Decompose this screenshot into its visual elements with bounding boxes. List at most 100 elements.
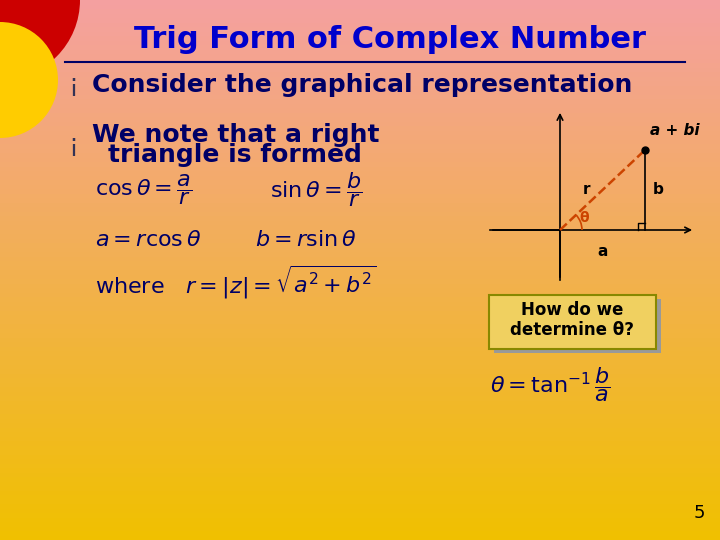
Bar xyxy=(0,27,720,31)
Bar xyxy=(0,31,720,36)
Bar xyxy=(0,220,720,225)
Text: r: r xyxy=(583,183,590,198)
Bar xyxy=(0,450,720,455)
FancyBboxPatch shape xyxy=(489,295,656,349)
Bar xyxy=(0,432,720,436)
Text: ¡: ¡ xyxy=(68,133,78,157)
Text: $\mathrm{where}\quad r = |z| = \sqrt{a^2 + b^2}$: $\mathrm{where}\quad r = |z| = \sqrt{a^2… xyxy=(95,264,377,301)
Bar xyxy=(0,180,720,185)
Bar xyxy=(0,459,720,463)
Text: Trig Form of Complex Number: Trig Form of Complex Number xyxy=(134,25,646,55)
Bar xyxy=(0,225,720,229)
Bar xyxy=(0,522,720,526)
Bar xyxy=(0,517,720,522)
Bar xyxy=(0,509,720,513)
Bar xyxy=(0,14,720,18)
Bar xyxy=(0,166,720,171)
Text: a: a xyxy=(598,244,608,259)
Bar xyxy=(0,284,720,288)
Bar xyxy=(0,409,720,414)
Bar xyxy=(0,301,720,306)
Bar xyxy=(0,513,720,517)
Bar xyxy=(0,274,720,279)
Bar xyxy=(0,212,720,216)
Bar xyxy=(0,333,720,338)
Bar xyxy=(0,360,720,364)
Bar xyxy=(0,378,720,382)
Bar xyxy=(0,351,720,355)
Bar xyxy=(0,342,720,347)
Bar xyxy=(0,436,720,441)
Text: $\cos\theta = \dfrac{a}{r}$: $\cos\theta = \dfrac{a}{r}$ xyxy=(95,172,193,207)
Bar xyxy=(0,441,720,445)
Bar xyxy=(0,54,720,58)
Bar xyxy=(0,324,720,328)
Bar xyxy=(0,396,720,401)
Bar xyxy=(0,531,720,536)
Bar xyxy=(0,193,720,198)
Bar xyxy=(0,216,720,220)
Bar xyxy=(0,486,720,490)
Bar xyxy=(0,9,720,14)
Bar xyxy=(0,270,720,274)
Text: ¡: ¡ xyxy=(68,73,78,97)
Bar xyxy=(0,279,720,284)
Bar xyxy=(0,328,720,333)
Bar xyxy=(0,207,720,212)
Bar xyxy=(0,536,720,540)
Bar xyxy=(0,104,720,108)
Bar xyxy=(0,387,720,392)
Bar xyxy=(0,418,720,423)
Text: b: b xyxy=(653,183,664,198)
Bar xyxy=(0,428,720,432)
Text: $\sin\theta = \dfrac{b}{r}$: $\sin\theta = \dfrac{b}{r}$ xyxy=(270,171,363,210)
Text: $\theta = \tan^{-1}\dfrac{b}{a}$: $\theta = \tan^{-1}\dfrac{b}{a}$ xyxy=(490,366,611,404)
Bar xyxy=(0,526,720,531)
Bar xyxy=(0,162,720,166)
Bar xyxy=(0,347,720,351)
Bar xyxy=(0,144,720,148)
Bar xyxy=(0,495,720,500)
Bar xyxy=(0,90,720,94)
Bar xyxy=(0,405,720,409)
Bar xyxy=(0,50,720,54)
Bar xyxy=(0,68,720,72)
Bar xyxy=(0,401,720,405)
Bar xyxy=(0,369,720,374)
Bar xyxy=(0,185,720,189)
Text: $b = r\sin\theta$: $b = r\sin\theta$ xyxy=(255,230,356,250)
Bar xyxy=(0,293,720,297)
Bar xyxy=(0,364,720,369)
Bar xyxy=(0,234,720,239)
Bar xyxy=(0,468,720,472)
Bar xyxy=(0,306,720,310)
Bar xyxy=(0,0,720,4)
Bar xyxy=(0,477,720,482)
Bar xyxy=(0,189,720,193)
Bar xyxy=(0,72,720,77)
Text: θ: θ xyxy=(579,211,589,225)
Bar xyxy=(0,482,720,486)
Bar xyxy=(0,504,720,509)
Bar xyxy=(0,112,720,117)
Bar xyxy=(0,243,720,247)
Bar xyxy=(0,85,720,90)
Bar xyxy=(0,176,720,180)
Bar xyxy=(0,490,720,495)
Bar xyxy=(0,45,720,50)
Bar xyxy=(0,135,720,139)
Bar xyxy=(0,153,720,158)
Bar xyxy=(0,374,720,378)
Text: We note that a right: We note that a right xyxy=(92,123,379,147)
FancyBboxPatch shape xyxy=(494,299,661,353)
Text: triangle is formed: triangle is formed xyxy=(108,143,362,167)
Bar xyxy=(0,230,720,234)
Text: a + bi: a + bi xyxy=(650,123,700,138)
Bar xyxy=(0,23,720,27)
Text: 5: 5 xyxy=(693,504,705,522)
Bar xyxy=(0,247,720,252)
Bar xyxy=(0,315,720,320)
Bar xyxy=(0,288,720,293)
Bar xyxy=(0,122,720,126)
Bar xyxy=(0,94,720,99)
